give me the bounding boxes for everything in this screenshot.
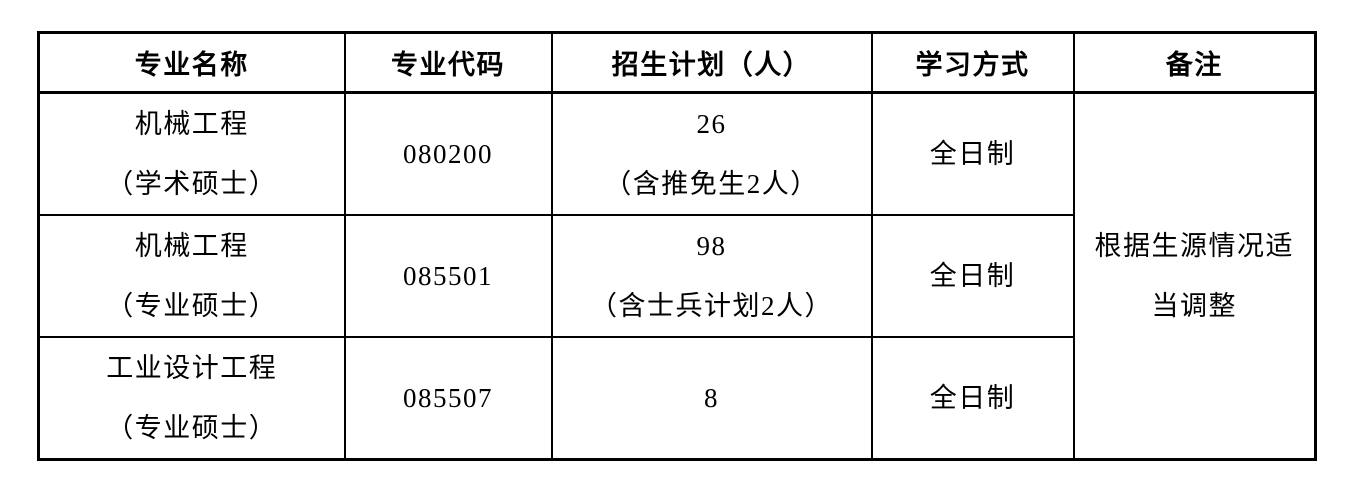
header-enrollment-plan: 招生计划（人） xyxy=(550,31,873,94)
remark-cell: 根据生源情况适 当调整 xyxy=(1072,91,1317,461)
table-row: 工业设计工程 （专业硕士） 085507 8 全日制 xyxy=(37,336,1316,461)
major-code-cell: 085501 xyxy=(343,214,553,338)
major-name-line-1: 机械工程 xyxy=(134,109,249,139)
major-name-line-2: （学术硕士） xyxy=(106,169,278,199)
major-name-line-1: 机械工程 xyxy=(134,231,249,261)
study-mode-value: 全日制 xyxy=(929,261,1016,291)
major-code-cell: 080200 xyxy=(343,91,553,216)
admissions-table: 专业名称 专业代码 招生计划（人） 学习方式 备注 机械工程 （学术硕士） 08… xyxy=(37,31,1317,461)
header-remarks: 备注 xyxy=(1072,31,1317,94)
study-mode-cell: 全日制 xyxy=(870,336,1075,461)
major-code-value: 085501 xyxy=(403,261,493,291)
study-mode-cell: 全日制 xyxy=(870,214,1075,338)
major-code-cell: 085507 xyxy=(343,336,553,461)
major-name-cell: 机械工程 （学术硕士） xyxy=(37,91,346,216)
study-mode-cell: 全日制 xyxy=(870,91,1075,216)
table-row: 机械工程 （学术硕士） 080200 26 （含推免生2人） 全日制 根据生源情… xyxy=(37,91,1317,461)
enrollment-plan-note: （含推免生2人） xyxy=(604,169,819,199)
header-major-name: 专业名称 xyxy=(37,31,346,94)
enrollment-plan-number: 8 xyxy=(704,383,719,413)
enrollment-plan-cell: 8 xyxy=(550,336,873,461)
major-name-line-1: 工业设计工程 xyxy=(106,353,278,383)
header-row: 专业名称 专业代码 招生计划（人） 学习方式 备注 xyxy=(37,31,1317,94)
enrollment-plan-note: （含士兵计划2人） xyxy=(590,291,833,321)
header-major-code: 专业代码 xyxy=(343,31,553,94)
major-name-line-2: （专业硕士） xyxy=(106,291,278,321)
major-name-cell: 机械工程 （专业硕士） xyxy=(37,214,346,338)
study-mode-value: 全日制 xyxy=(929,139,1016,169)
remark-line-2: 当调整 xyxy=(1151,291,1237,321)
table-row: 机械工程 （专业硕士） 085501 98 （含士兵计划2人） 全日制 xyxy=(37,214,1316,338)
major-name-line-2: （专业硕士） xyxy=(106,413,278,443)
admissions-table-container: 专业名称 专业代码 招生计划（人） 学习方式 备注 机械工程 （学术硕士） 08… xyxy=(37,31,1317,461)
enrollment-plan-cell: 98 （含士兵计划2人） xyxy=(550,214,873,338)
enrollment-plan-number: 26 xyxy=(696,109,727,139)
enrollment-plan-cell: 26 （含推免生2人） xyxy=(550,91,873,216)
enrollment-plan-number: 98 xyxy=(696,231,727,261)
major-name-cell: 工业设计工程 （专业硕士） xyxy=(37,336,346,461)
study-mode-value: 全日制 xyxy=(929,383,1016,413)
major-code-value: 085507 xyxy=(403,383,493,413)
header-study-mode: 学习方式 xyxy=(870,31,1075,94)
major-code-value: 080200 xyxy=(403,139,493,169)
remark-line-1: 根据生源情况适 xyxy=(1094,231,1294,261)
